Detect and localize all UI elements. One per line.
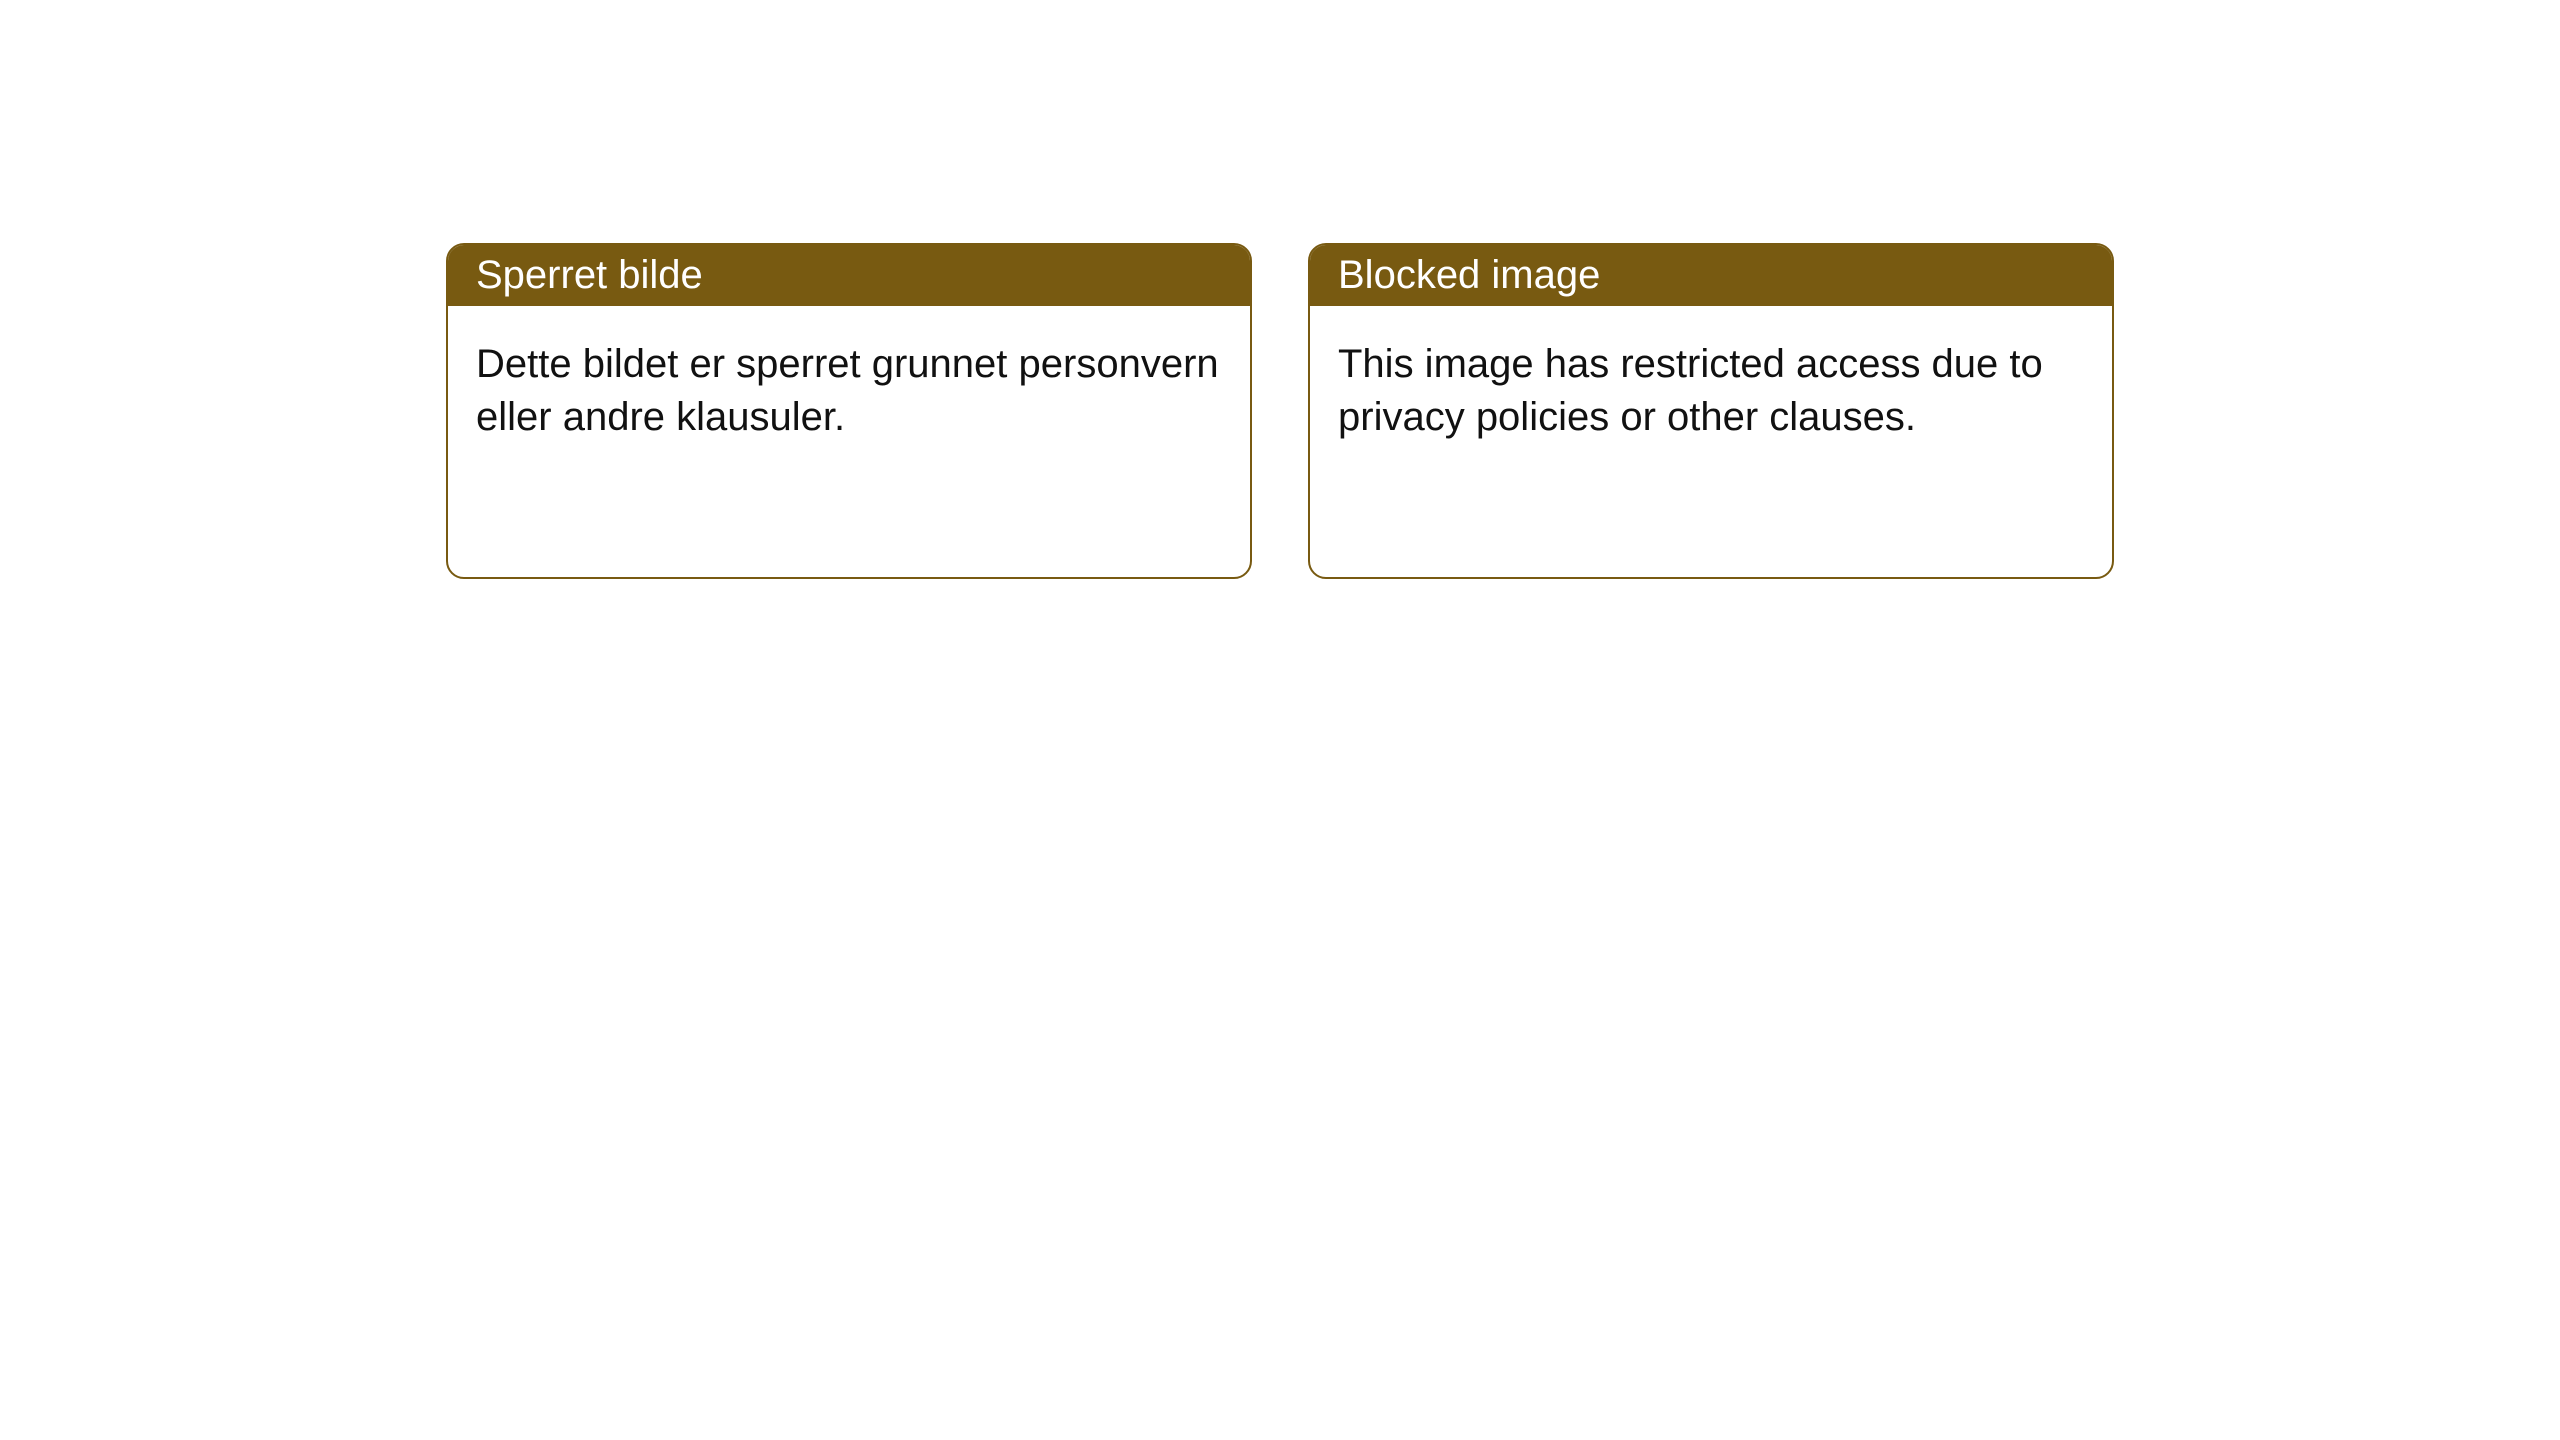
card-header-no: Sperret bilde bbox=[448, 245, 1250, 306]
card-title-en: Blocked image bbox=[1338, 253, 1600, 298]
card-title-no: Sperret bilde bbox=[476, 253, 703, 298]
card-body-no: Dette bildet er sperret grunnet personve… bbox=[448, 306, 1250, 476]
card-body-text-en: This image has restricted access due to … bbox=[1338, 342, 2043, 439]
card-body-en: This image has restricted access due to … bbox=[1310, 306, 2112, 476]
card-header-en: Blocked image bbox=[1310, 245, 2112, 306]
cards-container: Sperret bilde Dette bildet er sperret gr… bbox=[0, 0, 2560, 579]
blocked-image-card-no: Sperret bilde Dette bildet er sperret gr… bbox=[446, 243, 1252, 579]
blocked-image-card-en: Blocked image This image has restricted … bbox=[1308, 243, 2114, 579]
card-body-text-no: Dette bildet er sperret grunnet personve… bbox=[476, 342, 1219, 439]
